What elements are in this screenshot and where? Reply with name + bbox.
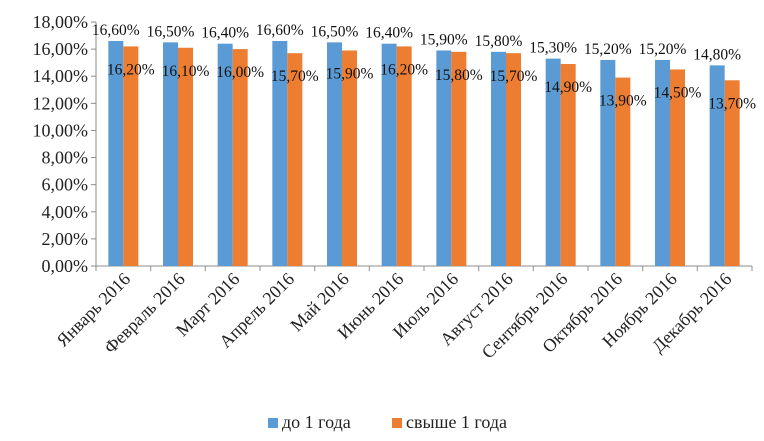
- data-label-series-1: 15,90%: [420, 31, 468, 48]
- data-label-series-2: 15,70%: [490, 68, 538, 85]
- data-label-series-1: 15,20%: [639, 41, 687, 58]
- bar-series-2: [232, 49, 248, 266]
- bar-series-1: [491, 51, 506, 267]
- bar-series-1: [381, 43, 397, 266]
- y-tick-label: 2,00%: [42, 229, 89, 249]
- data-label-series-1: 14,80%: [693, 46, 741, 63]
- data-label-series-2: 13,70%: [708, 95, 756, 112]
- data-label-series-2: 16,20%: [380, 61, 428, 78]
- legend: до 1 года свыше 1 года: [268, 412, 507, 432]
- y-tick-label: 14,00%: [33, 66, 89, 86]
- bar-series-1: [655, 59, 670, 267]
- data-label-series-2: 16,00%: [216, 64, 264, 81]
- bar-series-2: [123, 46, 139, 267]
- data-label-series-1: 16,50%: [147, 23, 195, 40]
- bar-series-1: [709, 65, 725, 266]
- y-tick-label: 6,00%: [42, 175, 89, 195]
- data-label-series-2: 15,70%: [271, 68, 319, 85]
- data-label-series-2: 14,50%: [654, 84, 702, 101]
- bar-series-2: [615, 77, 631, 266]
- y-tick-label: 10,00%: [33, 120, 89, 140]
- data-label-series-2: 15,80%: [435, 67, 483, 84]
- data-label-series-2: 13,90%: [599, 93, 647, 110]
- data-label-series-1: 15,80%: [475, 33, 523, 50]
- data-label-series-2: 15,90%: [326, 65, 374, 82]
- bar-series-2: [178, 47, 193, 266]
- bar-series-2: [506, 53, 521, 266]
- bar-series-1: [545, 58, 561, 266]
- bar-series-1: [436, 50, 452, 266]
- bar-series-1: [217, 43, 233, 266]
- y-tick-label: 12,00%: [33, 93, 89, 113]
- data-label-series-1: 16,60%: [92, 22, 140, 39]
- data-label-series-1: 16,40%: [365, 25, 413, 42]
- bar-series-1: [272, 40, 288, 266]
- bar-series-2: [724, 80, 740, 267]
- legend-swatch: [268, 418, 278, 428]
- y-tick-label: 4,00%: [42, 202, 89, 222]
- bar-series-1: [327, 42, 342, 267]
- legend-swatch: [392, 418, 402, 428]
- bar-series-2: [670, 69, 685, 266]
- data-label-series-2: 16,10%: [162, 63, 210, 80]
- bars-layer: [108, 40, 740, 267]
- bar-series-2: [560, 64, 576, 267]
- data-label-series-1: 16,40%: [201, 25, 249, 42]
- data-label-series-1: 15,30%: [529, 40, 577, 57]
- bar-series-2: [342, 50, 357, 266]
- data-label-series-1: 16,60%: [256, 22, 304, 39]
- y-tick-label: 8,00%: [42, 148, 89, 168]
- legend-label: до 1 года: [282, 412, 351, 432]
- y-tick-label: 0,00%: [42, 256, 89, 276]
- bar-series-2: [451, 51, 467, 267]
- bar-series-2: [396, 46, 412, 267]
- data-label-series-2: 16,20%: [107, 61, 155, 78]
- data-label-series-2: 14,90%: [544, 79, 592, 96]
- y-tick-label: 18,00%: [33, 12, 89, 32]
- data-label-series-1: 15,20%: [584, 41, 632, 58]
- bar-series-1: [163, 42, 178, 267]
- data-labels-layer: 16,60% 16,20% 16,50% 16,10% 16,40% 16,00% 16,6…: [92, 22, 756, 112]
- y-tick-label: 16,00%: [33, 39, 89, 59]
- bar-series-1: [108, 40, 124, 266]
- legend-label: свыше 1 года: [406, 412, 507, 432]
- data-label-series-1: 16,50%: [311, 23, 359, 40]
- bar-series-1: [600, 59, 616, 267]
- bar-series-2: [287, 53, 303, 266]
